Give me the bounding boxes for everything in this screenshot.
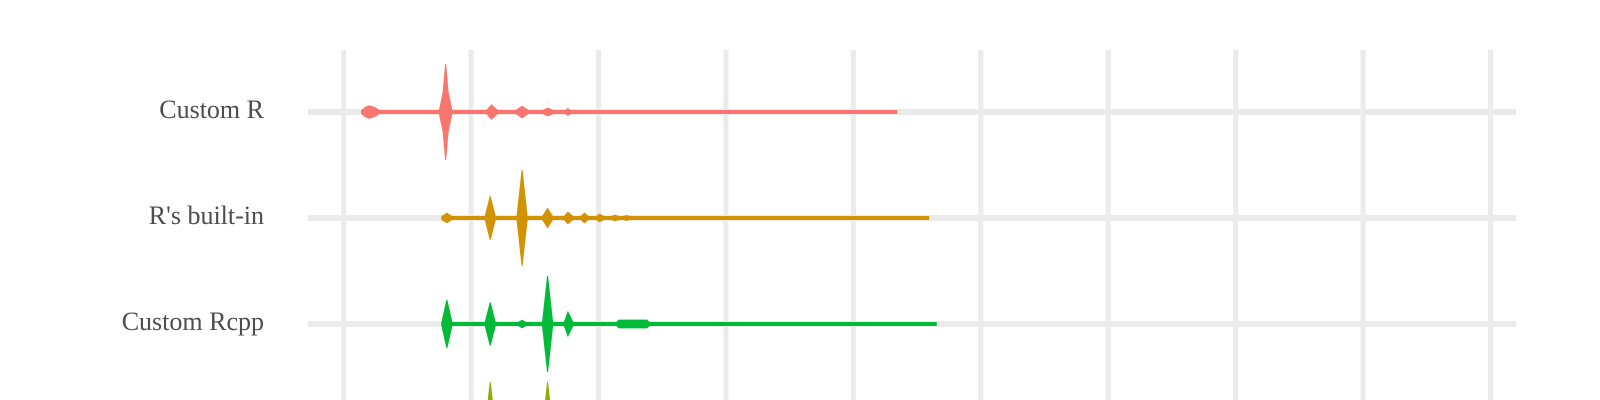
y-tick-label: R's built-in [149, 201, 264, 230]
violin [441, 275, 937, 325]
violin [361, 63, 898, 113]
y-tick-label: Custom Rcpp [122, 307, 264, 336]
violin [441, 323, 937, 373]
y-tick-label: Custom R [159, 95, 264, 124]
violin [441, 217, 930, 267]
violin [487, 381, 551, 400]
violin [361, 111, 898, 161]
violin [441, 169, 930, 219]
